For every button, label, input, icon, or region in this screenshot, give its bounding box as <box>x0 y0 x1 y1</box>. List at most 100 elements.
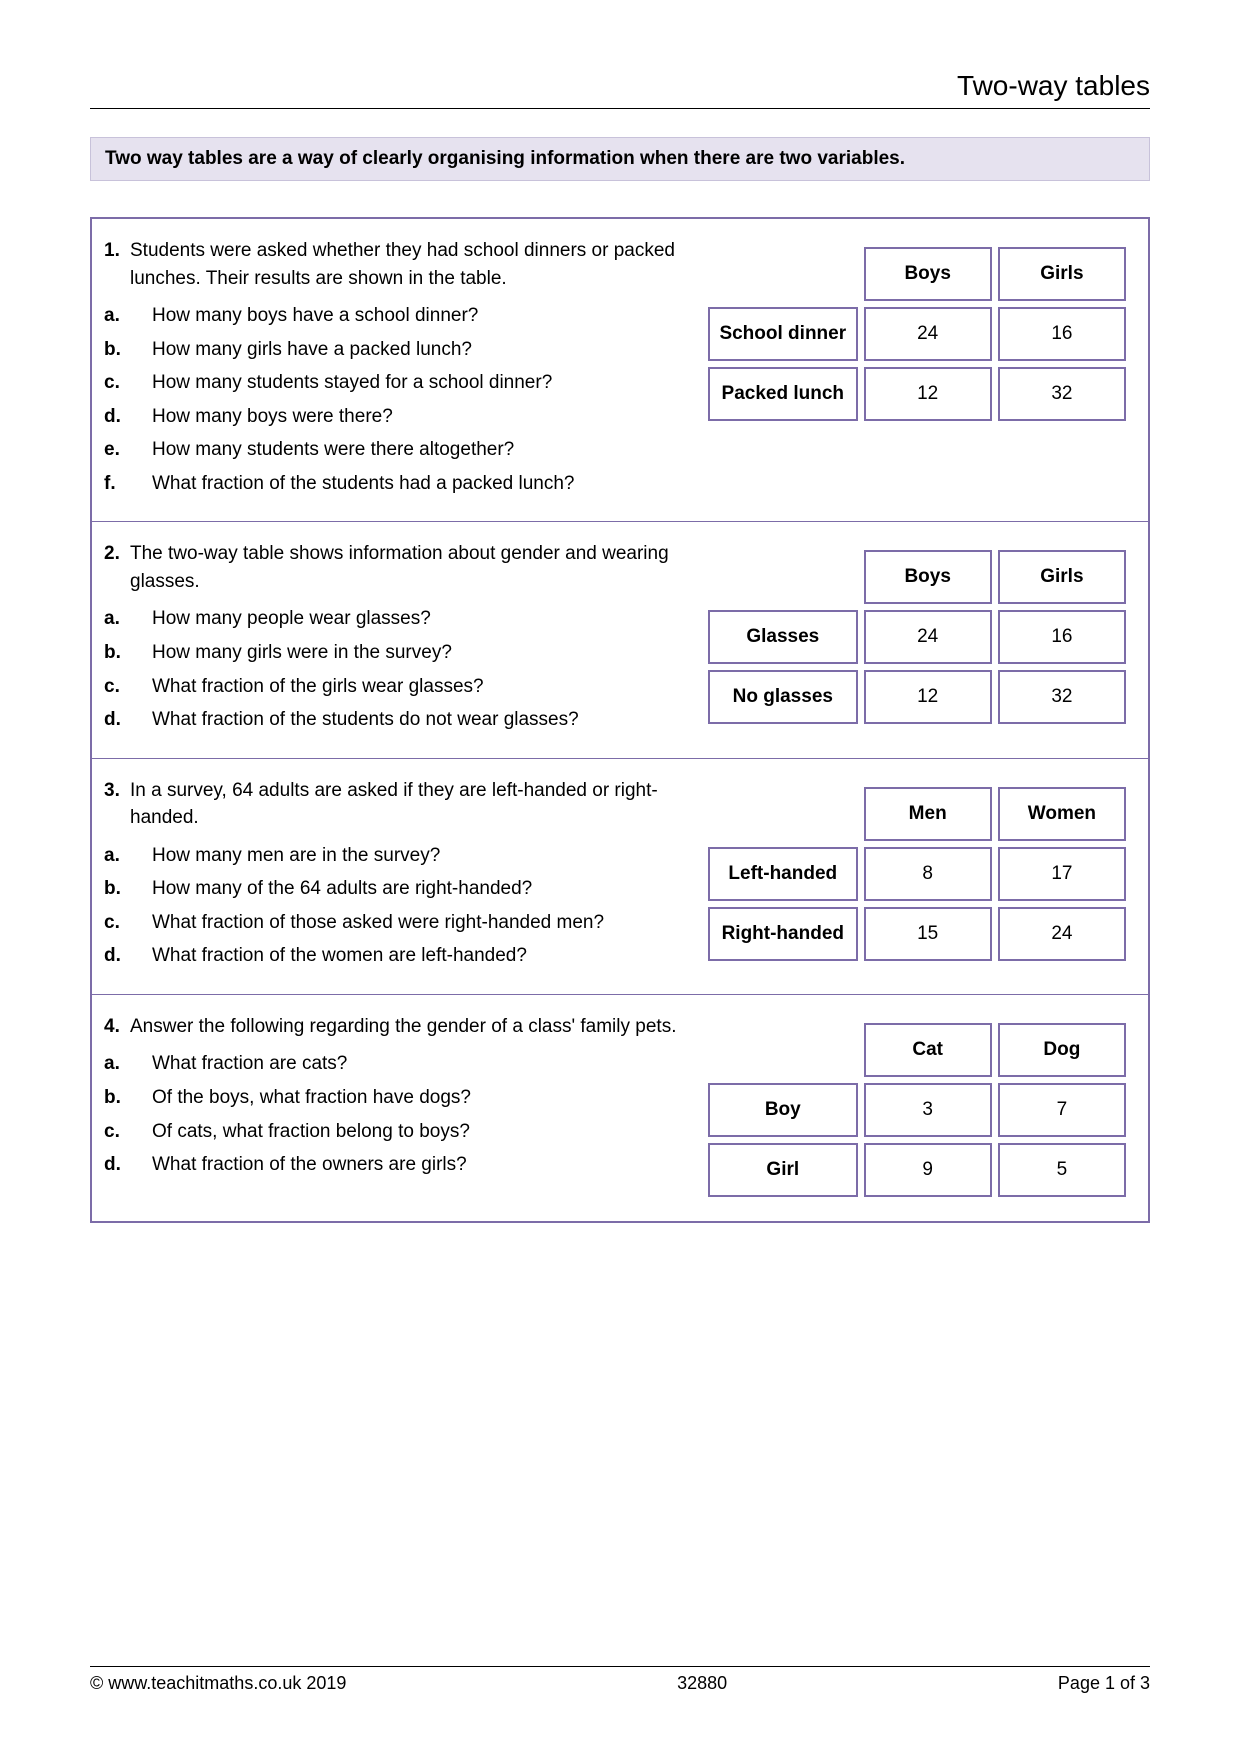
table-cell: 16 <box>998 307 1126 361</box>
table-col-header: Boys <box>864 247 992 301</box>
two-way-table: BoysGirls School dinner2416 Packed lunch12… <box>702 241 1132 427</box>
table-row-header: Boy <box>708 1083 858 1137</box>
sub-question: c.What fraction of the girls wear glasse… <box>130 673 684 701</box>
sub-letter: c. <box>130 909 152 937</box>
sub-letter: d. <box>130 1151 152 1179</box>
question-text: 1. Students were asked whether they had … <box>104 237 684 503</box>
page-footer: © www.teachitmaths.co.uk 2019 32880 Page… <box>90 1666 1150 1694</box>
question-number: 3. <box>104 777 130 805</box>
table-cell: 24 <box>998 907 1126 961</box>
table-cell: 24 <box>864 610 992 664</box>
sub-question: b.How many of the 64 adults are right-ha… <box>130 875 684 903</box>
question-prompt: The two-way table shows information abou… <box>104 540 684 595</box>
intro-text: Two way tables are a way of clearly orga… <box>90 137 1150 181</box>
table-row-header: Packed lunch <box>708 367 858 421</box>
question-number: 4. <box>104 1013 130 1041</box>
table-col-header: Girls <box>998 550 1126 604</box>
sub-letter: f. <box>130 470 152 498</box>
sub-letter: b. <box>130 639 152 667</box>
question-4: 4. Answer the following regarding the ge… <box>92 995 1148 1221</box>
sub-letter: d. <box>130 403 152 431</box>
table-col-header: Cat <box>864 1023 992 1077</box>
sub-question: b.How many girls were in the survey? <box>130 639 684 667</box>
table-col-header: Girls <box>998 247 1126 301</box>
sub-question: d.What fraction of the owners are girls? <box>130 1151 684 1179</box>
sub-question: d.What fraction of the women are left-ha… <box>130 942 684 970</box>
sub-question: c.What fraction of those asked were righ… <box>130 909 684 937</box>
question-text: 4. Answer the following regarding the ge… <box>104 1013 684 1203</box>
table-cell: 17 <box>998 847 1126 901</box>
question-prompt: Answer the following regarding the gende… <box>104 1013 684 1041</box>
sub-letter: c. <box>130 369 152 397</box>
question-prompt: Students were asked whether they had sch… <box>104 237 684 292</box>
table-col-header: Men <box>864 787 992 841</box>
footer-copyright: © www.teachitmaths.co.uk 2019 <box>90 1673 346 1694</box>
table-cell: 5 <box>998 1143 1126 1197</box>
table-cell: 12 <box>864 367 992 421</box>
sub-letter: c. <box>130 1118 152 1146</box>
sub-letter: d. <box>130 706 152 734</box>
table-row-header: Right-handed <box>708 907 858 961</box>
question-number: 1. <box>104 237 130 265</box>
two-way-table: MenWomen Left-handed817 Right-handed1524 <box>702 781 1132 967</box>
table-corner <box>708 787 858 841</box>
table-cell: 12 <box>864 670 992 724</box>
table-col-header: Dog <box>998 1023 1126 1077</box>
table-cell: 15 <box>864 907 992 961</box>
two-way-table: BoysGirls Glasses2416 No glasses1232 <box>702 544 1132 730</box>
sub-question: a.How many boys have a school dinner? <box>130 302 684 330</box>
table-cell: 7 <box>998 1083 1126 1137</box>
sub-letter: a. <box>130 302 152 330</box>
sub-question: a.What fraction are cats? <box>130 1050 684 1078</box>
table-cell: 9 <box>864 1143 992 1197</box>
table-cell: 3 <box>864 1083 992 1137</box>
sub-letter: a. <box>130 605 152 633</box>
sub-letter: c. <box>130 673 152 701</box>
sub-question: c.How many students stayed for a school … <box>130 369 684 397</box>
table-row-header: School dinner <box>708 307 858 361</box>
sub-letter: b. <box>130 336 152 364</box>
sub-letter: a. <box>130 842 152 870</box>
table-cell: 16 <box>998 610 1126 664</box>
sub-letter: b. <box>130 875 152 903</box>
footer-id: 32880 <box>677 1673 727 1694</box>
sub-letter: e. <box>130 436 152 464</box>
table-row-header: No glasses <box>708 670 858 724</box>
table-row-header: Glasses <box>708 610 858 664</box>
table-row-header: Left-handed <box>708 847 858 901</box>
question-number: 2. <box>104 540 130 568</box>
questions-container: 1. Students were asked whether they had … <box>90 217 1150 1223</box>
sub-letter: a. <box>130 1050 152 1078</box>
sub-question: d.What fraction of the students do not w… <box>130 706 684 734</box>
sub-letter: d. <box>130 942 152 970</box>
question-3: 3. In a survey, 64 adults are asked if t… <box>92 759 1148 995</box>
sub-question: f.What fraction of the students had a pa… <box>130 470 684 498</box>
sub-question: b.How many girls have a packed lunch? <box>130 336 684 364</box>
table-corner <box>708 1023 858 1077</box>
sub-question: b.Of the boys, what fraction have dogs? <box>130 1084 684 1112</box>
question-text: 2. The two-way table shows information a… <box>104 540 684 739</box>
table-row-header: Girl <box>708 1143 858 1197</box>
two-way-table: CatDog Boy37 Girl95 <box>702 1017 1132 1203</box>
sub-question: d.How many boys were there? <box>130 403 684 431</box>
table-col-header: Boys <box>864 550 992 604</box>
table-corner <box>708 247 858 301</box>
table-cell: 32 <box>998 670 1126 724</box>
question-table-wrap: MenWomen Left-handed817 Right-handed1524 <box>702 777 1132 976</box>
sub-letter: b. <box>130 1084 152 1112</box>
question-table-wrap: BoysGirls School dinner2416 Packed lunch12… <box>702 237 1132 503</box>
question-prompt: In a survey, 64 adults are asked if they… <box>104 777 684 832</box>
sub-question: e.How many students were there altogethe… <box>130 436 684 464</box>
question-2: 2. The two-way table shows information a… <box>92 522 1148 758</box>
sub-question: a.How many people wear glasses? <box>130 605 684 633</box>
sub-question: c.Of cats, what fraction belong to boys? <box>130 1118 684 1146</box>
table-cell: 8 <box>864 847 992 901</box>
question-text: 3. In a survey, 64 adults are asked if t… <box>104 777 684 976</box>
question-table-wrap: CatDog Boy37 Girl95 <box>702 1013 1132 1203</box>
table-col-header: Women <box>998 787 1126 841</box>
table-cell: 32 <box>998 367 1126 421</box>
footer-page: Page 1 of 3 <box>1058 1673 1150 1694</box>
sub-question: a.How many men are in the survey? <box>130 842 684 870</box>
table-cell: 24 <box>864 307 992 361</box>
question-table-wrap: BoysGirls Glasses2416 No glasses1232 <box>702 540 1132 739</box>
